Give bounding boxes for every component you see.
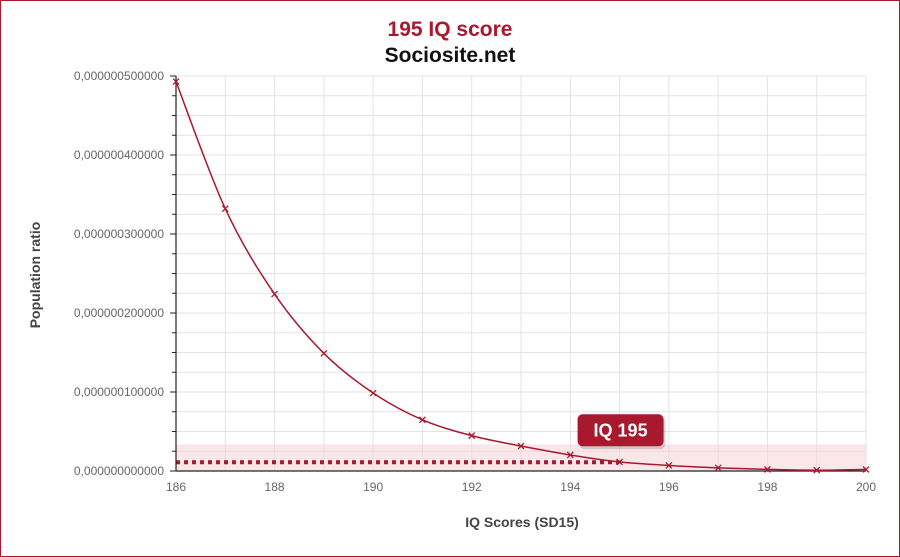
y-tick-label: 0,000000000000 — [74, 464, 164, 478]
x-tick-label: 194 — [560, 480, 580, 494]
data-point-marker — [665, 462, 673, 469]
x-axis-title: IQ Scores (SD15) — [465, 514, 579, 530]
data-point-marker — [616, 458, 624, 466]
y-tick-label: 0,000000200000 — [74, 306, 164, 320]
marker-stroke — [813, 466, 821, 474]
data-point-marker — [418, 416, 426, 424]
marker-stroke — [763, 465, 771, 473]
y-axis-title: Population ratio — [27, 222, 43, 329]
y-tick-label: 0,000000400000 — [74, 148, 164, 162]
data-point-marker — [813, 466, 821, 474]
marker-stroke — [517, 442, 525, 450]
data-point-marker — [517, 442, 525, 450]
axes: 0,000000000000 0,000000100000 0,0000002000… — [74, 69, 876, 494]
data-point-marker — [221, 205, 229, 213]
x-tick-label: 192 — [462, 480, 482, 494]
marker-stroke — [714, 464, 722, 472]
data-point-marker — [714, 464, 722, 472]
marker-stroke — [271, 290, 279, 298]
callout-box — [577, 414, 664, 447]
callout: IQ 195 — [577, 414, 666, 450]
x-tick-label: 196 — [659, 480, 679, 494]
highlight-band-fill — [176, 444, 866, 471]
marker-stroke — [665, 462, 673, 469]
x-tick-label: 186 — [166, 480, 186, 494]
data-point-marker — [763, 465, 771, 473]
data-point-marker — [172, 78, 180, 85]
data-point-marker — [566, 451, 574, 459]
y-tick-label: 0,000000500000 — [74, 69, 164, 83]
marker-stroke — [468, 432, 476, 440]
data-point-marker — [320, 349, 328, 357]
x-tick-label: 188 — [265, 480, 285, 494]
data-point-marker — [369, 389, 377, 397]
marker-stroke — [566, 451, 574, 459]
marker-stroke — [221, 205, 229, 213]
marker-stroke — [616, 458, 624, 466]
y-tick-label: 0,000000100000 — [74, 385, 164, 399]
series-line — [175, 81, 867, 471]
x-tick-label: 190 — [363, 480, 383, 494]
x-tick-label: 200 — [856, 480, 876, 494]
x-tick-label: 198 — [757, 480, 777, 494]
marker-stroke — [369, 389, 377, 397]
chart-subtitle: Sociosite.net — [384, 44, 516, 67]
series-line-group — [172, 78, 870, 474]
marker-stroke — [172, 78, 180, 85]
data-point-marker — [468, 432, 476, 440]
marker-stroke — [862, 465, 870, 473]
grid — [175, 75, 867, 472]
data-point-marker — [862, 465, 870, 473]
marker-stroke — [320, 349, 328, 357]
callout-label: IQ 195 — [594, 420, 648, 440]
data-point-marker — [271, 290, 279, 298]
marker-stroke — [418, 416, 426, 424]
highlight-band — [176, 444, 866, 471]
y-tick-label: 0,000000300000 — [74, 227, 164, 241]
chart-title: 195 IQ score — [387, 18, 513, 41]
